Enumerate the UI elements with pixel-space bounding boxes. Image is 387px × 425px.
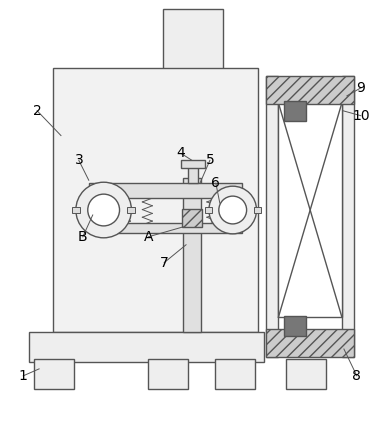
Bar xyxy=(205,207,212,213)
Bar xyxy=(284,316,306,336)
Text: 7: 7 xyxy=(160,256,169,269)
Bar xyxy=(215,359,255,389)
Bar xyxy=(183,178,201,332)
Bar xyxy=(182,209,202,227)
Bar xyxy=(29,332,264,362)
Text: 3: 3 xyxy=(74,153,83,167)
Text: 9: 9 xyxy=(356,81,365,95)
Text: 5: 5 xyxy=(205,153,214,167)
Bar xyxy=(89,223,241,233)
Bar xyxy=(34,359,74,389)
Bar xyxy=(53,68,257,332)
Bar xyxy=(342,76,354,357)
Bar xyxy=(89,183,241,198)
Bar xyxy=(286,359,326,389)
Text: 6: 6 xyxy=(211,176,220,190)
Circle shape xyxy=(209,186,257,234)
Bar xyxy=(181,160,205,168)
Text: 1: 1 xyxy=(19,369,27,383)
Bar xyxy=(284,101,306,121)
Bar xyxy=(163,9,223,71)
Bar xyxy=(72,207,80,213)
Bar xyxy=(188,162,198,183)
Bar xyxy=(267,76,278,357)
Bar xyxy=(253,207,260,213)
Text: 8: 8 xyxy=(353,369,361,383)
Circle shape xyxy=(219,196,247,224)
Bar xyxy=(127,207,135,213)
Bar xyxy=(148,359,188,389)
Text: A: A xyxy=(144,230,153,244)
Bar xyxy=(267,76,354,104)
Text: 4: 4 xyxy=(177,147,185,160)
Circle shape xyxy=(76,182,132,238)
Text: B: B xyxy=(78,230,87,244)
Circle shape xyxy=(88,194,120,226)
Text: 10: 10 xyxy=(352,109,370,123)
Bar xyxy=(267,329,354,357)
Text: 2: 2 xyxy=(33,104,41,118)
Bar xyxy=(278,103,342,317)
